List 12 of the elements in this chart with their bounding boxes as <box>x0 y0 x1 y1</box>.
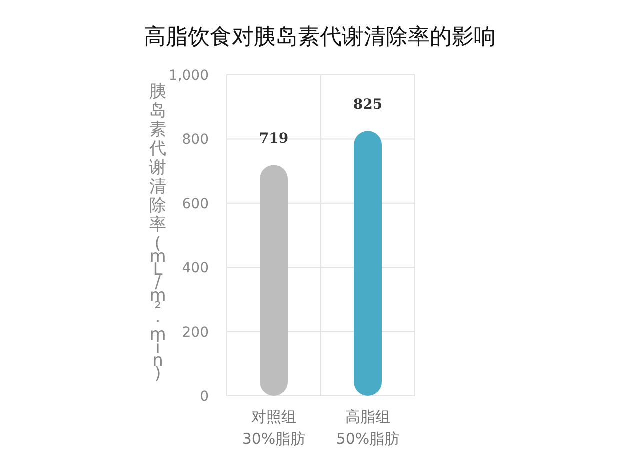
chart-title: 高脂饮食对胰岛素代谢清除率的影响 <box>144 25 496 50</box>
x-tick-label: 高脂组 50%脂肪 <box>336 408 400 448</box>
data-label: 825 <box>353 97 383 114</box>
data-label: 719 <box>259 131 289 148</box>
y-tick-label: 200 <box>182 324 209 341</box>
y-tick-label: 800 <box>182 132 209 148</box>
y-tick-label: 1,000 <box>168 68 209 84</box>
text: 胰岛素代谢清除率(mL/m²·min) <box>150 82 166 384</box>
x-tick-label: 对照组 30%脂肪 <box>242 408 306 448</box>
y-tick-label: 400 <box>182 260 209 277</box>
y-tick-label: 600 <box>182 196 209 212</box>
y-tick-label: 0 <box>200 389 209 405</box>
